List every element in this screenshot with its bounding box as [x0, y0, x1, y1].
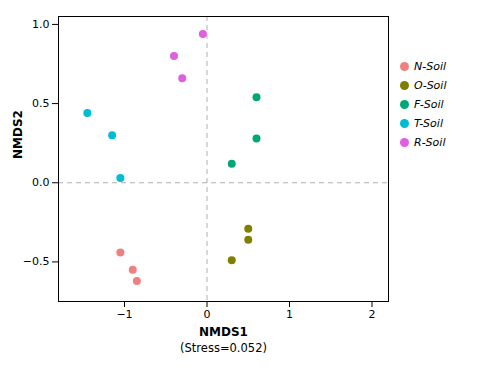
- svg-text:0.5: 0.5: [32, 97, 50, 110]
- svg-text:2: 2: [369, 308, 376, 321]
- svg-text:0: 0: [204, 308, 211, 321]
- html-text:N-Soil: N-Soil: [414, 60, 446, 73]
- svg-text:1.0: 1.0: [32, 18, 50, 31]
- html-text:R-Soil: R-Soil: [414, 136, 446, 149]
- svg-text:−1: −1: [116, 308, 132, 321]
- svg-text:−0.5: −0.5: [23, 255, 50, 268]
- svg-text:1: 1: [286, 308, 293, 321]
- svg-text:NMDS1: NMDS1: [199, 325, 248, 339]
- html-text:T-Soil: T-Soil: [414, 117, 443, 130]
- svg-text:NMDS2: NMDS2: [11, 110, 25, 159]
- svg-text:(Stress=0.052): (Stress=0.052): [180, 341, 267, 355]
- html-text:O-Soil: O-Soil: [414, 79, 447, 92]
- html-text:F-Soil: F-Soil: [414, 98, 444, 111]
- svg-text:0.0: 0.0: [32, 176, 50, 189]
